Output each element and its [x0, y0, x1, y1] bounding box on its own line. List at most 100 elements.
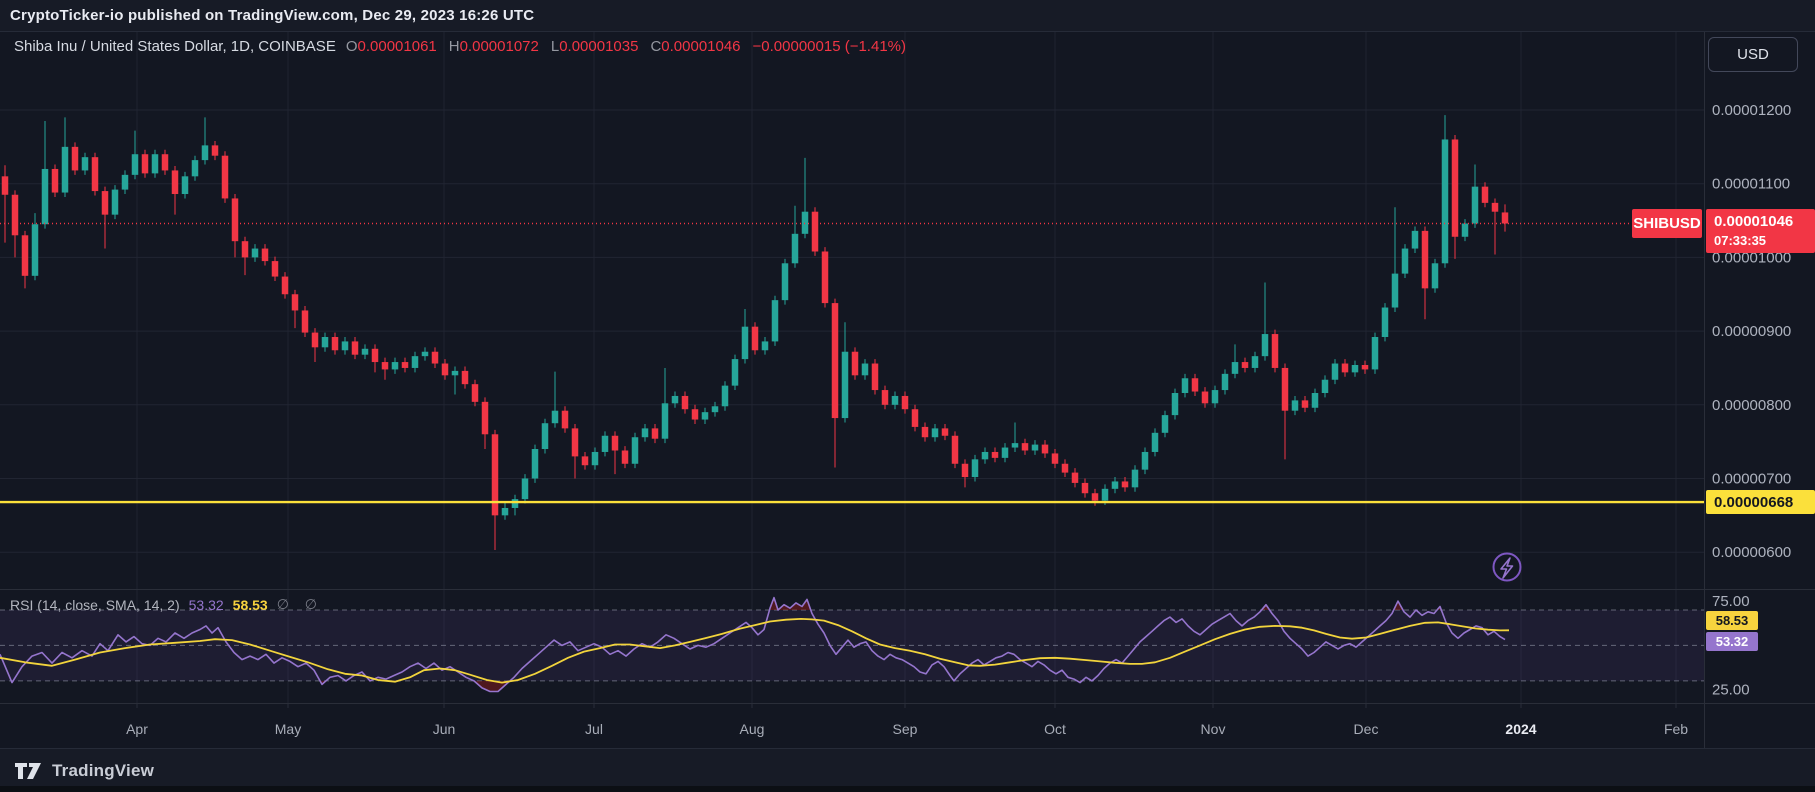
price-tick-label[interactable]: 0.00000900 [1712, 323, 1791, 340]
candle-body [1501, 212, 1509, 224]
candle-body [1431, 263, 1439, 289]
rsi-title[interactable]: RSI (14, close, SMA, 14, 2) [10, 596, 180, 613]
candle-body [631, 437, 639, 464]
candle-body [181, 176, 189, 195]
symbol-header: Shiba Inu / United States Dollar, 1D, CO… [14, 38, 906, 55]
footer-brand[interactable]: TradingView [52, 760, 155, 780]
candle-body [1231, 362, 1239, 374]
candle-body [161, 154, 169, 171]
price-tick-label[interactable]: 0.00000600 [1712, 544, 1791, 561]
candle-body [1471, 186, 1479, 224]
bottom-edge-strip [0, 786, 1815, 792]
rsi-tick-label[interactable]: 75.00 [1712, 593, 1750, 610]
candle-body [1201, 391, 1209, 404]
candle-body [481, 401, 489, 435]
time-axis-label[interactable]: Sep [893, 721, 918, 737]
candle-body [201, 145, 209, 161]
candle-body [911, 409, 919, 427]
time-axis-label[interactable]: Jul [585, 721, 603, 737]
candle-body [1161, 415, 1169, 433]
time-axis-label[interactable]: Jun [433, 721, 456, 737]
candle-body [561, 410, 569, 429]
candle-body [1351, 365, 1359, 373]
candle-body [1411, 230, 1419, 249]
rsi-ma-axis-badge: 58.53 [1706, 611, 1758, 630]
time-axis-label[interactable]: Oct [1044, 721, 1066, 737]
candle-body [1451, 139, 1459, 237]
candle-body [1371, 336, 1379, 370]
pane-separator-price-rsi[interactable] [0, 589, 1815, 590]
candle-body [581, 456, 589, 466]
pane-separator-time-axis [0, 703, 1815, 704]
candle-body [1121, 481, 1129, 488]
price-tick-label[interactable]: 0.00001200 [1712, 102, 1791, 119]
attribution-bar: CryptoTicker-io published on TradingView… [0, 0, 1815, 32]
candle-body [11, 194, 19, 236]
candle-body [831, 303, 839, 419]
flash-button[interactable] [1492, 552, 1522, 582]
candle-body [1091, 493, 1099, 501]
price-tick-label[interactable]: 0.00001100 [1712, 176, 1790, 193]
candle-body [971, 459, 979, 478]
rsi-tick-label[interactable]: 25.00 [1712, 682, 1750, 699]
candle-body [1491, 202, 1499, 212]
candle-body [1271, 334, 1279, 368]
rsi-hide-icons[interactable]: ∅ ∅ [276, 596, 323, 612]
support-line-axis-badge: 0.00000668 [1706, 490, 1815, 514]
candle-body [531, 449, 539, 479]
candle-body [231, 198, 239, 242]
candle-body [1331, 363, 1339, 380]
candle-body [341, 341, 349, 351]
candle-body [1101, 488, 1109, 501]
candle-body [401, 362, 409, 368]
attribution-text: CryptoTicker-io published on TradingView… [10, 7, 535, 24]
candle-body [791, 233, 799, 264]
candle-body [351, 341, 359, 355]
time-axis-label[interactable]: 2024 [1505, 721, 1536, 737]
candle-body [591, 451, 599, 466]
candle-body [1261, 334, 1269, 357]
rsi-lines-layer [0, 596, 1510, 693]
candle-body [1021, 443, 1029, 451]
candle-body [1301, 400, 1309, 408]
rsi-value-badge-value: 53.32 [1715, 634, 1749, 649]
candle-body [1001, 447, 1009, 458]
candle-body [451, 370, 459, 376]
candle-body [701, 412, 709, 420]
candle-body [41, 168, 49, 225]
candle-body [1481, 186, 1489, 203]
axis-labels-layer: Apr May Jun Jul Aug Sep Oct Nov Dec 2024 Feb 0.0000… [126, 102, 1791, 737]
candle-body [361, 348, 369, 355]
tradingview-logo-icon[interactable] [14, 760, 44, 782]
candle-body [1421, 230, 1429, 289]
candle-body [991, 451, 999, 458]
price-tick-label[interactable]: 0.00000700 [1712, 471, 1791, 488]
symbol-title[interactable]: Shiba Inu / United States Dollar, 1D, CO… [14, 38, 336, 55]
candle-body [391, 362, 399, 370]
price-tick-label[interactable]: 0.00000800 [1712, 397, 1791, 414]
candle-body [1011, 443, 1019, 448]
time-axis-label[interactable]: Dec [1354, 721, 1379, 737]
time-axis-label[interactable]: Apr [126, 721, 148, 737]
candle-body [301, 310, 309, 333]
time-axis-label[interactable]: Feb [1664, 721, 1688, 737]
bar-countdown: 07:33:35 [1714, 233, 1767, 248]
candle-body [221, 155, 229, 199]
currency-toggle-button[interactable]: USD [1708, 37, 1798, 72]
time-axis-label[interactable]: Aug [740, 721, 765, 737]
candle-body [721, 385, 729, 407]
candle-body [71, 146, 79, 171]
candle-body [1241, 362, 1249, 368]
price-tick-label[interactable]: 0.00001000 [1712, 249, 1791, 266]
candle-body [961, 463, 969, 478]
candle-body [921, 426, 929, 438]
rsi-value-axis-badge: 53.32 [1706, 632, 1758, 651]
candle-body [471, 384, 479, 402]
candle-body [641, 428, 649, 438]
time-axis-label[interactable]: May [275, 721, 301, 737]
time-axis-label[interactable]: Nov [1201, 721, 1226, 737]
candle-body [1441, 139, 1449, 264]
candle-body [1191, 378, 1199, 392]
